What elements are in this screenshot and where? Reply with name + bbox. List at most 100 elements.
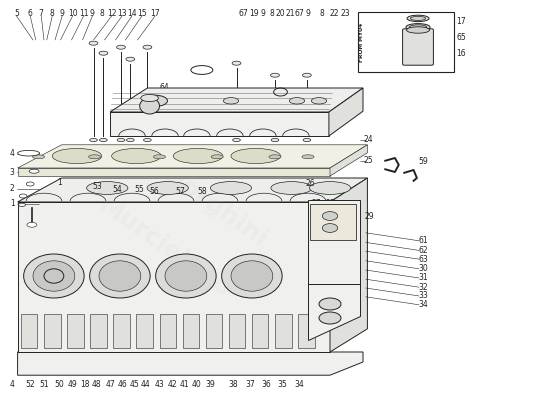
Text: 29: 29 xyxy=(365,212,375,221)
Text: 53: 53 xyxy=(92,182,102,191)
Text: 47: 47 xyxy=(105,380,115,389)
Text: 14: 14 xyxy=(127,10,137,18)
Text: 62: 62 xyxy=(419,246,428,255)
Text: 7: 7 xyxy=(39,10,43,18)
Text: 9: 9 xyxy=(261,10,265,18)
Ellipse shape xyxy=(117,45,125,49)
Text: 67: 67 xyxy=(294,10,304,18)
Ellipse shape xyxy=(112,148,161,164)
Text: 28: 28 xyxy=(325,200,335,208)
Text: 45: 45 xyxy=(129,380,139,389)
Text: 34: 34 xyxy=(419,300,428,309)
Text: 59: 59 xyxy=(419,158,428,166)
Text: 19: 19 xyxy=(249,10,259,18)
Text: 21: 21 xyxy=(285,10,295,18)
Ellipse shape xyxy=(26,182,34,186)
Text: 42: 42 xyxy=(167,380,177,389)
Text: 4: 4 xyxy=(10,380,14,389)
Bar xyxy=(67,314,84,348)
Text: 4: 4 xyxy=(10,150,14,158)
Bar xyxy=(21,314,37,348)
Text: 11: 11 xyxy=(79,10,89,18)
Text: 26: 26 xyxy=(306,179,316,188)
Polygon shape xyxy=(18,178,367,202)
Ellipse shape xyxy=(173,148,223,164)
Circle shape xyxy=(99,261,141,291)
Ellipse shape xyxy=(303,138,311,142)
Ellipse shape xyxy=(410,16,426,20)
Ellipse shape xyxy=(322,224,338,232)
Bar xyxy=(90,314,107,348)
Ellipse shape xyxy=(319,298,341,310)
Ellipse shape xyxy=(231,148,280,164)
Bar xyxy=(183,314,199,348)
Text: 8: 8 xyxy=(50,10,54,18)
Polygon shape xyxy=(110,112,329,136)
Text: 46: 46 xyxy=(117,380,127,389)
Ellipse shape xyxy=(27,222,37,227)
Text: 13: 13 xyxy=(117,10,127,18)
Text: 37: 37 xyxy=(245,380,255,389)
Text: 64: 64 xyxy=(159,84,169,92)
Text: 49: 49 xyxy=(67,380,77,389)
Text: 3: 3 xyxy=(10,168,14,176)
Circle shape xyxy=(165,261,207,291)
Text: 39: 39 xyxy=(205,380,215,389)
Circle shape xyxy=(222,254,282,298)
Text: 56: 56 xyxy=(149,188,159,196)
Ellipse shape xyxy=(141,94,158,102)
Polygon shape xyxy=(110,88,363,112)
Text: 35: 35 xyxy=(277,380,287,389)
Text: 23: 23 xyxy=(340,10,350,18)
Ellipse shape xyxy=(409,25,427,30)
Text: 24: 24 xyxy=(364,136,373,144)
Text: 50: 50 xyxy=(54,380,64,389)
Text: 52: 52 xyxy=(25,380,35,389)
Polygon shape xyxy=(330,178,367,352)
Ellipse shape xyxy=(18,150,40,156)
Ellipse shape xyxy=(90,138,97,142)
Text: 66: 66 xyxy=(152,92,162,100)
Ellipse shape xyxy=(233,138,240,142)
Ellipse shape xyxy=(126,138,134,142)
Ellipse shape xyxy=(126,57,135,61)
Text: 30: 30 xyxy=(419,264,428,273)
Text: 54: 54 xyxy=(112,185,122,194)
Text: 1: 1 xyxy=(57,178,62,187)
Text: 1: 1 xyxy=(10,200,14,208)
Bar xyxy=(160,314,176,348)
Text: 65: 65 xyxy=(456,33,466,42)
Ellipse shape xyxy=(19,203,25,206)
Ellipse shape xyxy=(52,148,102,164)
Text: 17: 17 xyxy=(150,10,160,18)
Ellipse shape xyxy=(89,155,101,159)
Text: 25: 25 xyxy=(364,156,373,165)
Text: 41: 41 xyxy=(180,380,190,389)
Text: 44: 44 xyxy=(141,380,151,389)
Circle shape xyxy=(24,254,84,298)
Text: 38: 38 xyxy=(228,380,238,389)
Text: 6: 6 xyxy=(28,10,32,18)
Polygon shape xyxy=(18,202,330,352)
Text: 51: 51 xyxy=(39,380,49,389)
Text: 20: 20 xyxy=(276,10,285,18)
Ellipse shape xyxy=(143,45,152,49)
Text: Lamborghini: Lamborghini xyxy=(113,131,272,253)
Text: FROM MY04: FROM MY04 xyxy=(359,22,365,62)
Text: 61: 61 xyxy=(419,236,428,245)
Text: 9: 9 xyxy=(90,10,95,18)
Text: 27: 27 xyxy=(312,200,322,208)
Polygon shape xyxy=(329,88,363,136)
Text: 33: 33 xyxy=(419,292,428,300)
Text: 58: 58 xyxy=(197,188,207,196)
Text: 55: 55 xyxy=(135,185,145,194)
Bar xyxy=(206,314,222,348)
Text: 9: 9 xyxy=(60,10,64,18)
Text: 16: 16 xyxy=(456,50,466,58)
Ellipse shape xyxy=(310,182,351,194)
Text: 57: 57 xyxy=(175,188,185,196)
Polygon shape xyxy=(18,145,367,168)
Ellipse shape xyxy=(269,155,281,159)
Ellipse shape xyxy=(117,138,125,142)
Ellipse shape xyxy=(407,15,429,22)
